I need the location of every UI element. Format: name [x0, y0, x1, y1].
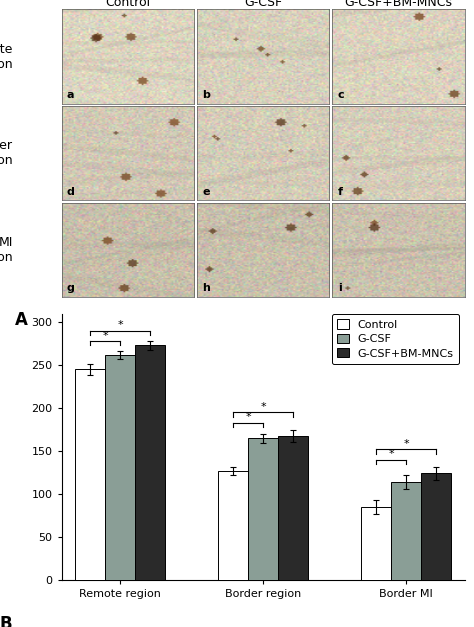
Text: A: A [15, 311, 28, 329]
Text: f: f [337, 187, 343, 197]
Text: *: * [102, 330, 108, 340]
Text: *: * [246, 413, 251, 423]
Bar [421, 473, 451, 580]
Text: *: * [388, 450, 394, 459]
Text: *: * [403, 439, 409, 449]
Text: h: h [202, 283, 210, 293]
Y-axis label: MI
region: MI region [0, 236, 13, 264]
Text: g: g [67, 283, 75, 293]
Title: G-CSF+BM-MNCs: G-CSF+BM-MNCs [345, 0, 453, 9]
Bar [361, 507, 391, 580]
Title: G-CSF: G-CSF [244, 0, 282, 9]
Y-axis label: Border
region: Border region [0, 139, 13, 167]
Text: a: a [67, 90, 74, 100]
Text: b: b [202, 90, 210, 100]
Text: *: * [260, 402, 266, 412]
Text: d: d [67, 187, 75, 197]
Bar [105, 355, 135, 580]
Text: *: * [117, 320, 123, 330]
Title: Control: Control [105, 0, 150, 9]
Bar [248, 438, 278, 580]
Text: c: c [337, 90, 344, 100]
Text: i: i [337, 283, 341, 293]
Legend: Control, G-CSF, G-CSF+BM-MNCs: Control, G-CSF, G-CSF+BM-MNCs [332, 314, 459, 364]
Bar [391, 482, 421, 580]
Y-axis label: Remote
region: Remote region [0, 43, 13, 71]
Bar [75, 369, 105, 580]
Text: e: e [202, 187, 210, 197]
Bar [278, 436, 308, 580]
Bar [135, 345, 165, 580]
Bar [218, 471, 248, 580]
Text: B: B [0, 614, 12, 627]
